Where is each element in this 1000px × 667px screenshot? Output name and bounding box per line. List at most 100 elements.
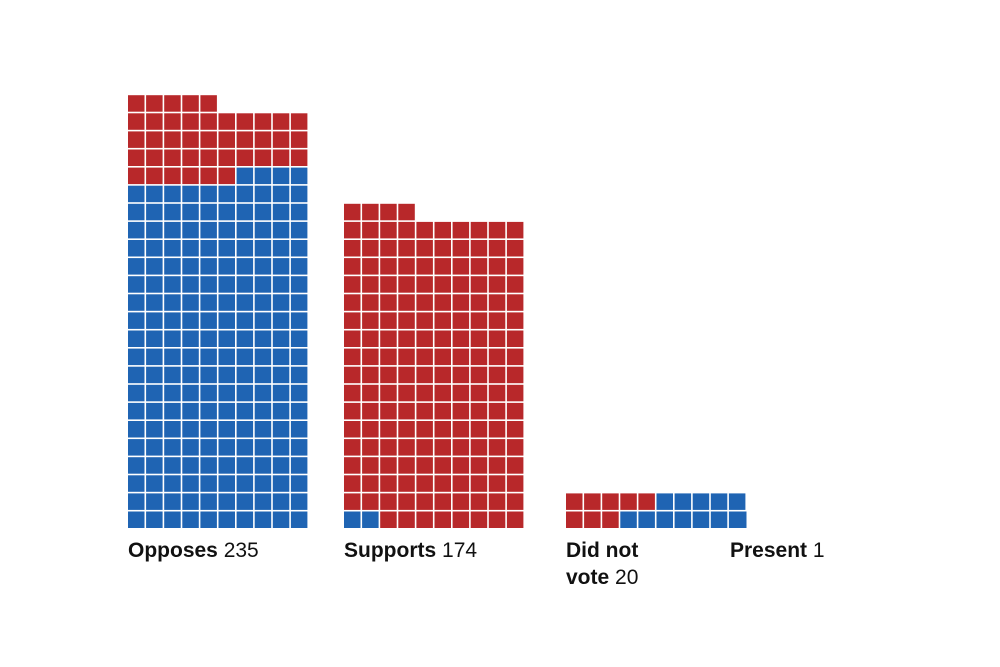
waffle-cell-democrat: [218, 276, 235, 293]
waffle-cell-democrat: [146, 221, 163, 239]
waffle-cell-republican: [344, 348, 361, 366]
waffle-cell-democrat: [272, 421, 290, 438]
waffle-cell-democrat: [164, 493, 181, 510]
waffle-cell-democrat: [164, 384, 181, 402]
waffle-cell-republican: [362, 348, 379, 366]
waffle-cell-democrat: [164, 421, 181, 438]
waffle-cell-republican: [488, 421, 506, 438]
waffle-cell-republican: [182, 149, 199, 166]
waffle-cell-democrat: [182, 457, 199, 474]
waffle-cell-democrat: [656, 511, 673, 528]
waffle-cell-republican: [434, 330, 451, 347]
waffle-cell-republican: [452, 402, 470, 420]
waffle-cell-democrat: [182, 384, 199, 402]
waffle-cell-republican: [362, 203, 379, 221]
waffle-cell-republican: [380, 258, 397, 275]
waffle-cell-republican: [344, 312, 361, 329]
waffle-cell-republican: [182, 167, 199, 185]
waffle-cell-democrat: [164, 511, 181, 528]
waffle-cell-republican: [362, 276, 379, 293]
waffle-cell-republican: [506, 366, 524, 384]
waffle-cell-democrat: [146, 421, 163, 438]
waffle-cell-democrat: [146, 312, 163, 329]
waffle-cell-democrat: [128, 258, 145, 275]
waffle-cell-democrat: [128, 457, 145, 474]
waffle-cell-democrat: [182, 475, 199, 492]
waffle-cell-republican: [638, 493, 655, 510]
waffle-cell-republican: [164, 113, 181, 130]
label-present: Present 1: [730, 537, 825, 564]
waffle-cell-republican: [128, 167, 145, 185]
waffle-cell-democrat: [164, 457, 181, 474]
waffle-cell-democrat: [128, 402, 145, 420]
waffle-cell-republican: [218, 131, 235, 148]
waffle-cell-republican: [416, 240, 433, 257]
waffle-cell-republican: [344, 276, 361, 293]
waffle-cell-republican: [362, 384, 379, 402]
waffle-cell-republican: [434, 221, 451, 239]
waffle-cell-republican: [566, 493, 583, 510]
waffle-cell-republican: [380, 240, 397, 257]
waffle-cell-republican: [416, 439, 433, 456]
waffle-cell-republican: [380, 348, 397, 366]
waffle-cell-democrat: [272, 221, 290, 239]
waffle-cell-republican: [488, 330, 506, 347]
waffle-cell-republican: [236, 113, 254, 130]
waffle-cell-republican: [236, 149, 254, 166]
waffle-cell-republican: [470, 294, 488, 311]
label-supports-name: Supports: [344, 539, 437, 562]
waffle-cell-democrat: [200, 312, 217, 329]
waffle-cell-republican: [416, 258, 433, 275]
waffle-cell-republican: [398, 221, 415, 239]
waffle-cell-republican: [380, 294, 397, 311]
waffle-cell-republican: [452, 421, 470, 438]
waffle-cell-republican: [470, 240, 488, 257]
waffle-cell-democrat: [182, 330, 199, 347]
waffle-cell-republican: [398, 421, 415, 438]
waffle-cell-democrat: [272, 366, 290, 384]
waffle-cell-democrat: [290, 167, 308, 185]
waffle-cell-democrat: [236, 330, 254, 347]
waffle-cell-democrat: [254, 384, 272, 402]
waffle-cell-republican: [218, 149, 235, 166]
waffle-cell-democrat: [218, 294, 235, 311]
waffle-cell-democrat: [146, 276, 163, 293]
waffle-cell-democrat: [710, 493, 728, 510]
waffle-group-supports: [344, 203, 524, 528]
waffle-cell-republican: [506, 511, 524, 528]
waffle-cell-republican: [128, 113, 145, 130]
waffle-cell-republican: [254, 113, 272, 130]
waffle-cell-democrat: [656, 493, 673, 510]
label-supports-count: 174: [442, 539, 478, 562]
waffle-cell-democrat: [236, 240, 254, 257]
label-supports: Supports 174: [344, 537, 477, 564]
waffle-cell-democrat: [200, 475, 217, 492]
label-did-not-vote-name: Did not vote: [566, 539, 639, 589]
waffle-cell-democrat: [290, 475, 308, 492]
waffle-cell-democrat: [128, 240, 145, 257]
waffle-cell-republican: [164, 167, 181, 185]
waffle-cell-democrat: [182, 294, 199, 311]
waffle-cell-democrat: [146, 258, 163, 275]
waffle-cell-democrat: [200, 240, 217, 257]
waffle-cell-republican: [470, 475, 488, 492]
waffle-cell-republican: [344, 475, 361, 492]
waffle-cell-republican: [434, 511, 451, 528]
waffle-cell-republican: [200, 113, 217, 130]
waffle-cell-republican: [416, 384, 433, 402]
waffle-cell-democrat: [254, 493, 272, 510]
waffle-cell-republican: [506, 312, 524, 329]
waffle-cell-democrat: [146, 294, 163, 311]
waffle-cell-republican: [620, 493, 637, 510]
waffle-cell-republican: [344, 493, 361, 510]
waffle-cell-republican: [470, 439, 488, 456]
waffle-cell-democrat: [164, 221, 181, 239]
waffle-cell-republican: [416, 312, 433, 329]
waffle-cell-democrat: [218, 240, 235, 257]
waffle-cell-republican: [254, 131, 272, 148]
waffle-cell-democrat: [164, 240, 181, 257]
label-did-not-vote-count: 20: [615, 566, 639, 589]
waffle-cell-republican: [380, 439, 397, 456]
waffle-cell-republican: [398, 493, 415, 510]
waffle-cell-democrat: [290, 366, 308, 384]
